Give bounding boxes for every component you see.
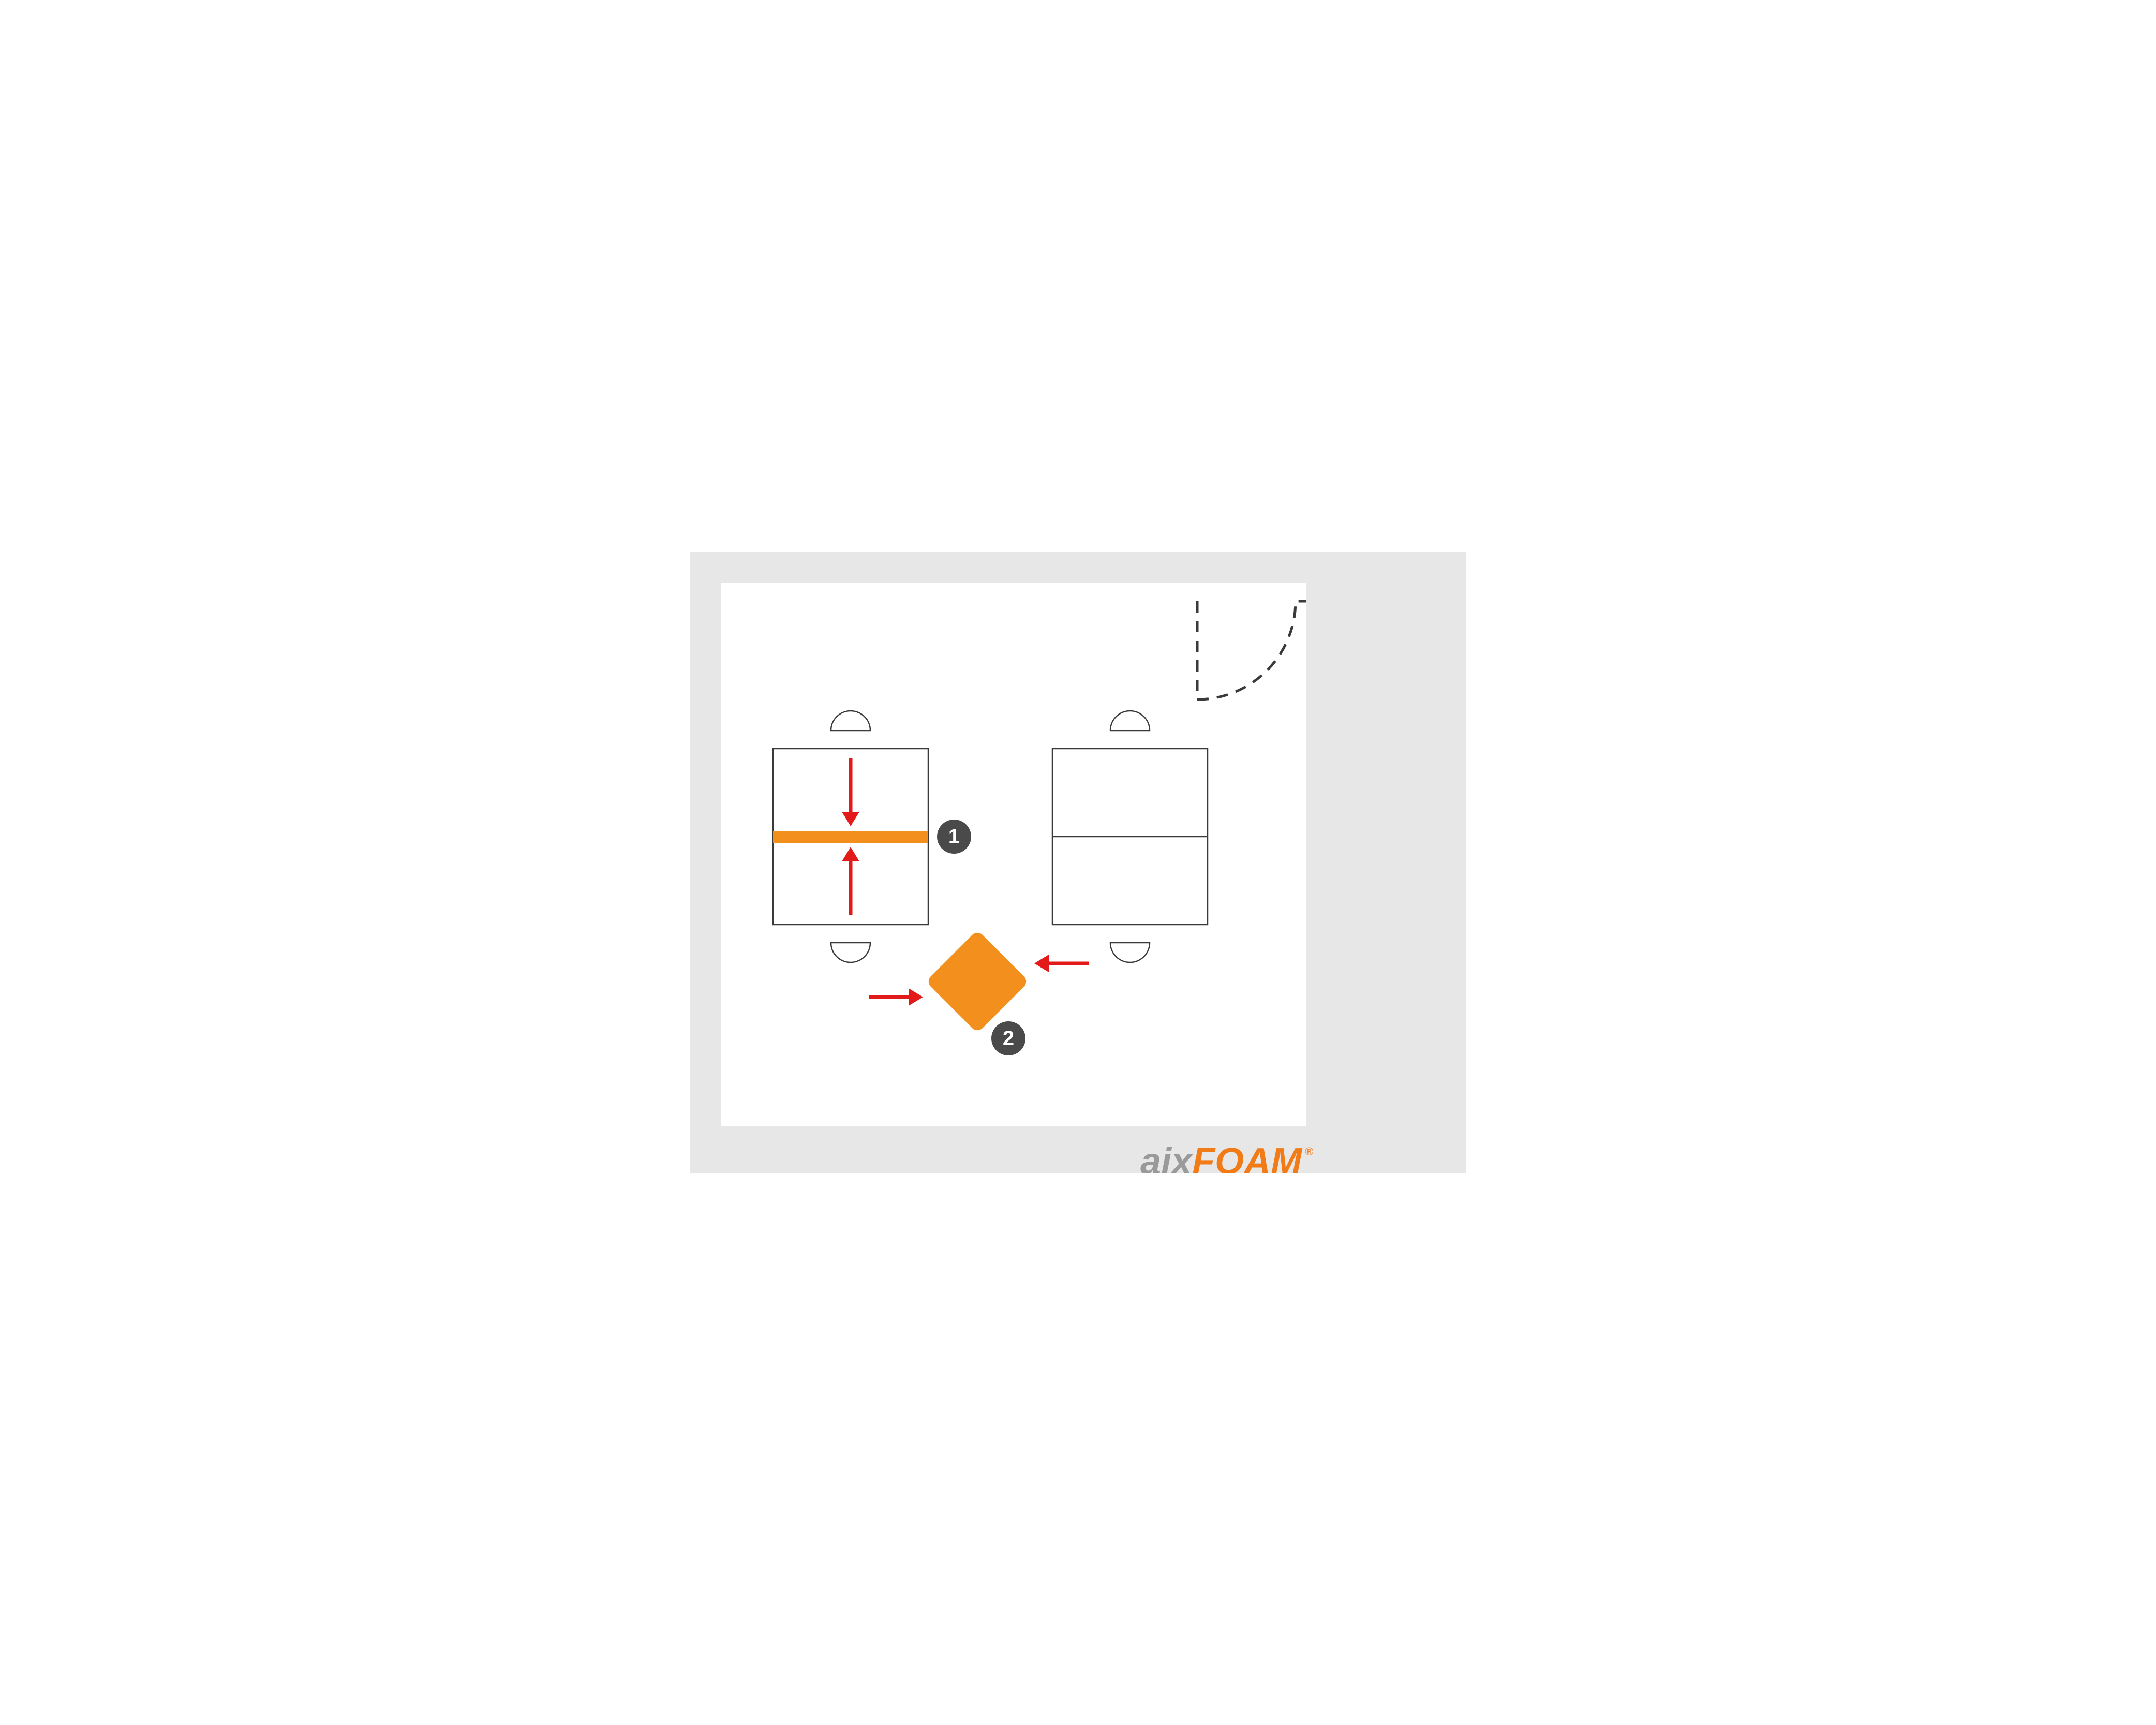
diagram-svg: 1 2 aixFOAM® (690, 552, 1466, 1173)
desk-left-acoustic-bar (773, 831, 928, 843)
diagram-root: 1 2 aixFOAM® (690, 552, 1466, 1173)
badge-2-label: 2 (1002, 1027, 1014, 1050)
brand-logo-orange: FOAM (1192, 1141, 1303, 1173)
badge-1-label: 1 (948, 825, 959, 848)
brand-logo-gray: aix (1140, 1141, 1194, 1173)
brand-logo: aixFOAM® (1140, 1141, 1313, 1173)
brand-logo-registered: ® (1305, 1145, 1313, 1158)
